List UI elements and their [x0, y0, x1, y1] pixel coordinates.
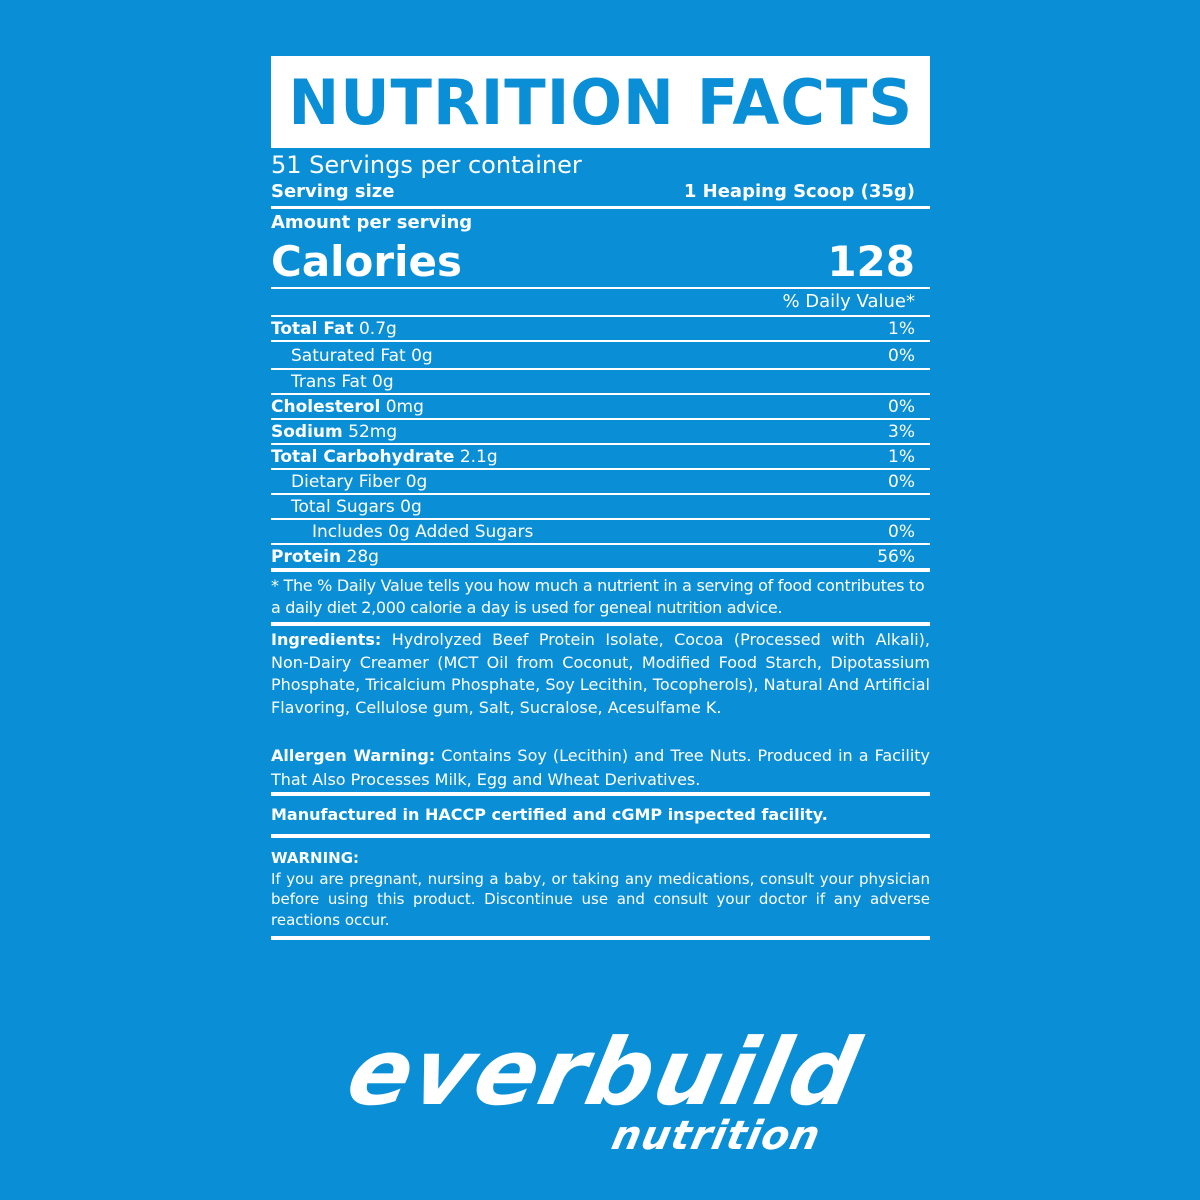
- nutrition-label: NUTRITION FACTS 51 Servings per containe…: [271, 56, 930, 940]
- nutrient-amount: 0.7g: [358, 319, 397, 339]
- title-box: NUTRITION FACTS: [271, 56, 930, 148]
- manufacturing-statement: Manufactured in HACCP certified and cGMP…: [271, 796, 930, 838]
- nutrient-amount: 2.1g: [459, 447, 498, 467]
- nutrient-dv: 56%: [877, 547, 915, 567]
- nutrient-row: Cholesterol 0mg 0%: [271, 395, 930, 420]
- nutrient-name: Total Fat: [271, 319, 354, 339]
- nutrient-amount: 0g: [405, 472, 428, 492]
- warning-text: If you are pregnant, nursing a baby, or …: [271, 869, 930, 929]
- nutrient-row: Total Fat 0.7g 1%: [271, 317, 930, 342]
- nutrient-amount: 0mg: [385, 397, 424, 417]
- warning: WARNING: If you are pregnant, nursing a …: [271, 838, 930, 940]
- allergen-warning: Allergen Warning: Contains Soy (Lecithin…: [271, 744, 930, 796]
- nutrient-name: Includes 0g Added Sugars: [312, 522, 534, 542]
- warning-label: WARNING:: [271, 849, 360, 867]
- brand-name: everbuild: [338, 1019, 870, 1126]
- ingredients-label: Ingredients:: [271, 630, 382, 649]
- nutrient-name: Cholesterol: [271, 397, 381, 417]
- nutrient-row: Total Sugars 0g: [271, 495, 930, 520]
- calories-row: Calories 128: [271, 237, 930, 289]
- nutrient-name: Total Sugars: [291, 497, 395, 517]
- nutrient-amount: 0g: [372, 372, 394, 392]
- nutrient-dv: 0%: [888, 397, 915, 417]
- nutrient-dv: 0%: [888, 522, 915, 542]
- calories-label: Calories: [271, 237, 463, 286]
- daily-value-header: % Daily Value*: [271, 289, 930, 317]
- nutrient-row: Saturated Fat 0g 0%: [271, 342, 930, 370]
- nutrient-name: Sodium: [271, 422, 343, 442]
- nutrient-row: Trans Fat 0g: [271, 370, 930, 395]
- serving-size-value: 1 Heaping Scoop (35g): [683, 181, 915, 202]
- nutrient-row: Total Carbohydrate 2.1g 1%: [271, 445, 930, 470]
- calories-value: 128: [827, 237, 915, 286]
- nutrient-name: Protein: [271, 547, 342, 567]
- nutrient-name: Trans Fat: [291, 372, 367, 392]
- nutrient-amount: 0g: [411, 346, 433, 366]
- page-title: NUTRITION FACTS: [288, 65, 913, 139]
- ingredients-text: Hydrolyzed Beef Protein Isolate, Cocoa (…: [271, 630, 930, 717]
- serving-size-label: Serving size: [271, 181, 395, 202]
- daily-value-footnote: * The % Daily Value tells you how much a…: [271, 572, 930, 626]
- nutrient-row: Protein 28g 56%: [271, 545, 930, 572]
- ingredients: Ingredients: Hydrolyzed Beef Protein Iso…: [271, 626, 930, 719]
- nutrient-amount: 28g: [346, 547, 379, 567]
- nutrient-dv: 1%: [888, 447, 915, 467]
- nutrient-dv: 1%: [888, 319, 915, 339]
- nutrient-row: Dietary Fiber 0g 0%: [271, 470, 930, 495]
- nutrient-row: Sodium 52mg 3%: [271, 420, 930, 445]
- brand-subtitle: nutrition: [607, 1113, 825, 1159]
- nutrient-dv: 0%: [888, 472, 915, 492]
- nutrient-name: Saturated Fat: [291, 346, 406, 366]
- nutrient-amount: 52mg: [348, 422, 398, 442]
- nutrient-dv: 0%: [888, 346, 915, 366]
- amount-per-serving: Amount per serving: [271, 212, 473, 233]
- nutrient-dv: 3%: [888, 422, 915, 442]
- allergen-label: Allergen Warning:: [271, 746, 436, 765]
- brand-logo: everbuild nutrition: [339, 1019, 870, 1159]
- allergen-text: Contains Soy (Lecithin) and Tree Nuts. P…: [271, 746, 931, 789]
- nutrient-name: Dietary Fiber: [291, 472, 401, 492]
- servings-per-container: 51 Servings per container: [271, 151, 582, 179]
- nutrient-amount: 0g: [400, 497, 422, 517]
- nutrient-row: Includes 0g Added Sugars 0%: [271, 520, 930, 545]
- nutrient-name: Total Carbohydrate: [271, 447, 455, 467]
- serving-size-row: Serving size 1 Heaping Scoop (35g): [271, 180, 930, 209]
